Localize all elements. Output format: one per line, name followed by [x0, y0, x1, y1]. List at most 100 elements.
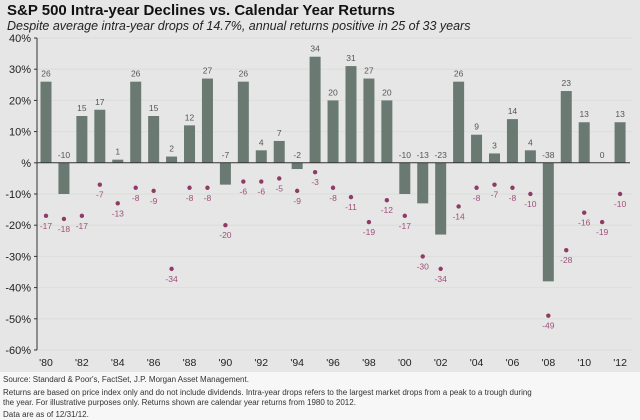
decline-dot-label: -8	[509, 193, 517, 203]
decline-dot-label: -3	[311, 177, 319, 187]
y-tick-label: -30%	[5, 251, 31, 263]
decline-dot-label: -19	[596, 227, 609, 237]
return-bar	[614, 122, 626, 163]
return-bar-label: 2	[169, 144, 174, 154]
decline-dot	[474, 185, 479, 190]
decline-dot	[366, 219, 372, 225]
return-bar-label: -23	[435, 150, 448, 160]
return-bar-label: -10	[399, 150, 412, 160]
return-bar-label: 1	[115, 147, 120, 157]
decline-dot	[330, 185, 336, 190]
return-bar-label: 26	[454, 69, 464, 79]
x-tick-label: '12	[613, 357, 627, 369]
decline-dot-label: -34	[435, 274, 448, 284]
chart-subtitle: Despite average intra-year drops of 14.7…	[7, 19, 471, 33]
decline-dot	[169, 266, 174, 272]
return-bar	[524, 150, 536, 163]
decline-dot	[348, 194, 354, 200]
x-tick-label: '04	[470, 357, 484, 369]
decline-dot-label: -6	[257, 187, 265, 197]
y-tick-label: -50%	[5, 314, 31, 326]
decline-dot	[294, 188, 300, 194]
decline-dot	[205, 185, 210, 190]
return-bar-label: 26	[41, 69, 51, 79]
return-bar	[345, 66, 357, 163]
return-bar	[291, 162, 303, 170]
return-bar-label: 14	[508, 106, 518, 116]
decline-dot-label: -16	[578, 218, 591, 228]
return-bar	[506, 119, 518, 163]
x-tick-label: '80	[39, 357, 53, 369]
return-bar	[237, 81, 249, 163]
decline-dot-label: -6	[240, 187, 248, 197]
decline-dot	[438, 266, 443, 272]
decline-dot	[79, 213, 85, 219]
decline-dot	[599, 219, 605, 225]
return-bar-label: 13	[579, 109, 589, 119]
decline-dot	[312, 169, 318, 175]
decline-dot	[510, 185, 515, 190]
x-tick-label: '84	[111, 357, 125, 369]
decline-dot	[617, 191, 623, 197]
return-bar	[76, 116, 88, 163]
y-tick-label: 40%	[9, 33, 31, 45]
footer: Source: Standard & Poor's, FactSet, J.P.…	[0, 372, 640, 420]
return-bar-label: 4	[528, 137, 533, 147]
decline-dot-label: -8	[132, 193, 140, 203]
decline-dot-label: -7	[96, 190, 104, 200]
y-tick-label: -20%	[5, 220, 31, 232]
return-bar-label: 0	[600, 150, 605, 160]
x-tick-label: '92	[254, 357, 268, 369]
y-tick-label: %	[21, 158, 31, 170]
return-bar-label: 20	[382, 87, 392, 97]
decline-dot-label: -20	[219, 230, 232, 240]
decline-dot	[115, 201, 120, 206]
decline-dot-label: -17	[40, 221, 53, 231]
decline-dot	[223, 223, 228, 228]
x-tick-label: '02	[434, 357, 448, 369]
return-bar	[58, 162, 70, 194]
decline-dot-label: -8	[329, 193, 337, 203]
decline-dot-label: -8	[473, 193, 481, 203]
return-bar-label: -2	[293, 150, 301, 160]
disclaimer-line-1: Returns are based on price index only an…	[3, 388, 532, 397]
decline-dot	[420, 254, 425, 259]
return-bar	[94, 109, 106, 163]
x-tick-label: '82	[75, 357, 89, 369]
x-tick-label: '10	[577, 357, 591, 369]
decline-dot	[564, 247, 569, 253]
return-bar-label: 17	[95, 97, 105, 107]
decline-dot-label: -8	[204, 193, 212, 203]
return-bar-label: 23	[562, 78, 572, 88]
decline-dot-label: -9	[150, 196, 158, 206]
x-tick-label: '94	[290, 357, 304, 369]
return-bar	[542, 162, 554, 282]
return-bar	[417, 162, 429, 204]
decline-dot-label: -19	[363, 227, 376, 237]
return-bar-label: 15	[77, 103, 87, 113]
x-tick-label: '00	[398, 357, 412, 369]
decline-dot	[151, 188, 156, 194]
decline-dot-label: -30	[417, 261, 430, 271]
decline-dot	[277, 176, 282, 181]
y-tick-label: 20%	[9, 95, 31, 107]
return-bar	[453, 81, 465, 163]
decline-dot-label: -8	[186, 193, 194, 203]
return-bar-label: 12	[185, 112, 195, 122]
y-tick-label: -40%	[5, 283, 31, 295]
return-bar-label: 26	[131, 69, 141, 79]
decline-dot	[97, 182, 103, 187]
disclaimer-line-2: the year. For illustrative purposes only…	[3, 398, 356, 407]
return-bar	[166, 156, 178, 163]
decline-dot	[61, 216, 67, 222]
return-bar-label: 27	[203, 66, 213, 76]
return-bar-label: -10	[58, 150, 71, 160]
return-bar-label: 31	[346, 53, 356, 63]
x-tick-label: '98	[362, 357, 376, 369]
return-bar	[399, 162, 411, 194]
x-tick-label: '96	[326, 357, 340, 369]
return-bar	[327, 100, 339, 163]
decline-dot-label: -17	[76, 221, 89, 231]
return-bar	[381, 100, 393, 163]
x-tick-label: '06	[506, 357, 520, 369]
